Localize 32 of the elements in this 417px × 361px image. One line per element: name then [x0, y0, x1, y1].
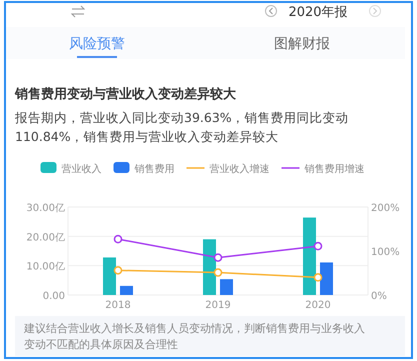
text: 建议结合营业收入增长及销售人员变动情况，判断销售费用与业务收入变动不匹配的具体原因及合理性: [23, 322, 365, 351]
legend-label: 销售费用: [134, 163, 174, 175]
y2-tick-label: 100%: [371, 247, 400, 258]
point: [114, 234, 122, 244]
legend-label: 营业收入增速: [210, 163, 270, 175]
y-tick-label: 30.00亿: [26, 203, 65, 214]
point: [314, 242, 322, 250]
x-tick-label: 2018: [105, 300, 131, 311]
y2-tick-label: 0%: [371, 291, 387, 302]
y-tick-label: 20.00亿: [26, 232, 65, 244]
chart-title: 销售费用变动与营业收入变动差异较大: [14, 86, 237, 102]
legend-label: 销售费用增速: [304, 163, 364, 175]
bar: [303, 218, 316, 295]
bar: [220, 279, 233, 295]
text: 2020年报: [288, 5, 348, 20]
point: [114, 266, 122, 275]
bar: [120, 286, 133, 295]
point: [314, 273, 322, 282]
point: [214, 253, 222, 262]
legend-label: 营业收入: [62, 163, 102, 175]
text: 图解财报: [274, 36, 330, 52]
y2-tick-label: 200%: [371, 203, 400, 214]
bar: [203, 239, 216, 295]
bar: [103, 257, 116, 295]
y-tick-label: 10.00亿: [26, 262, 65, 273]
x-tick-label: 2020: [305, 300, 331, 311]
bar: [320, 262, 333, 295]
text: 风险预警: [69, 36, 125, 52]
point: [214, 268, 222, 277]
y-tick-label: 0.00: [42, 291, 65, 302]
x-tick-label: 2019: [205, 300, 231, 311]
chart-subtitle: 报告期内，营业收入同比变动39.63%，销售费用同比变动110.84%，销售费用与营业收入变动差异较大: [14, 110, 349, 144]
